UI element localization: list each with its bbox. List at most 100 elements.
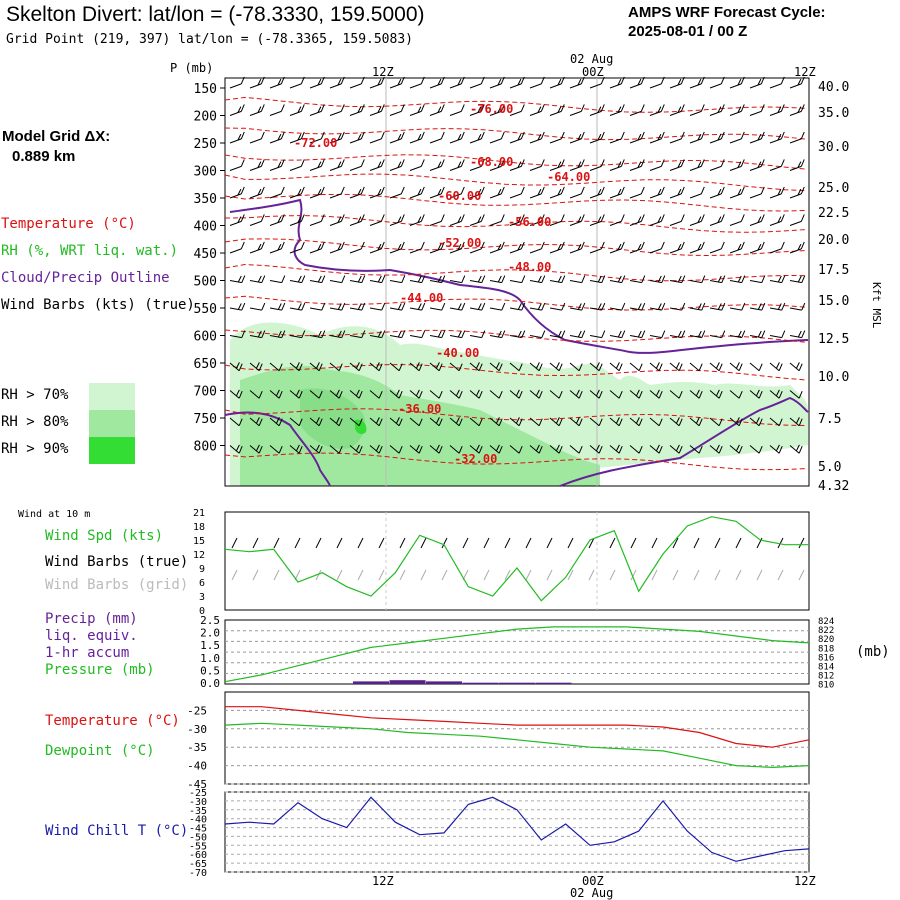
wind-barb-shaft bbox=[509, 335, 522, 339]
wind-barb-shaft bbox=[349, 335, 362, 339]
wind-barb-shaft bbox=[529, 83, 542, 89]
wind-barb-shaft bbox=[729, 417, 740, 427]
wind-barb bbox=[389, 389, 403, 399]
wind-barb-shaft bbox=[529, 138, 542, 144]
wind-barb bbox=[269, 362, 283, 372]
wind-barb-flag bbox=[595, 389, 600, 397]
wind-barb-shaft bbox=[529, 110, 542, 116]
wind-barb bbox=[269, 330, 286, 339]
wind-barb-shaft bbox=[529, 445, 540, 454]
wind-barb-shaft bbox=[389, 280, 402, 284]
wind-barb-shaft bbox=[789, 362, 800, 372]
wind-barb-shaft bbox=[529, 335, 542, 339]
height-tick-label: 25.0 bbox=[818, 181, 849, 196]
surface-barb-grid bbox=[567, 569, 574, 581]
wind-barb-flag bbox=[677, 243, 682, 251]
wind-barb bbox=[629, 159, 645, 171]
isotherm-line bbox=[224, 154, 806, 170]
wind-barb-flag bbox=[721, 275, 726, 283]
wind-barb-flag bbox=[757, 161, 762, 168]
wind-barb bbox=[249, 362, 263, 372]
wind-barb-flag bbox=[258, 446, 263, 454]
isotherm-lines bbox=[224, 96, 806, 471]
wind-barb-flag bbox=[298, 363, 303, 371]
wind-barb-shaft bbox=[769, 335, 782, 339]
height-tick-label: 15.0 bbox=[818, 294, 849, 309]
wind-barb-flag bbox=[277, 243, 282, 251]
wind-barb bbox=[229, 362, 243, 372]
wind-barb bbox=[549, 159, 565, 171]
surface-barb-grid bbox=[273, 569, 280, 581]
wind-barb-shaft bbox=[749, 220, 762, 226]
wind-barb bbox=[789, 390, 803, 399]
wind-barb-shaft bbox=[369, 390, 380, 399]
wind-barb-flag bbox=[798, 391, 803, 399]
wind-barb-flag bbox=[640, 76, 645, 85]
wind-barb-shaft bbox=[329, 280, 342, 284]
wind-barb-shaft bbox=[429, 83, 442, 89]
wind-barb-shaft bbox=[629, 193, 642, 199]
wind-barb-shaft bbox=[469, 445, 480, 454]
wind-barb-flag bbox=[537, 133, 542, 141]
wind-barb-flag bbox=[418, 363, 423, 371]
wind-barb-shaft bbox=[709, 110, 722, 116]
wind-barb-shaft bbox=[789, 248, 802, 254]
wind-barb-shaft bbox=[589, 417, 600, 427]
wind-barb-flag bbox=[517, 303, 522, 310]
wind-barb-flag bbox=[557, 243, 562, 251]
wind-barb-flag bbox=[261, 275, 266, 283]
wind-barb-shaft bbox=[489, 335, 502, 339]
wind-barb-flag bbox=[318, 363, 323, 371]
wind-barb-flag bbox=[460, 214, 465, 222]
wind-barb-shaft bbox=[589, 390, 600, 399]
wind-barb-shaft bbox=[649, 445, 660, 454]
wind-barb-flag bbox=[381, 330, 386, 338]
wind-barb-shaft bbox=[509, 220, 522, 226]
wind-barb bbox=[449, 131, 465, 144]
wind-barb-shaft bbox=[269, 110, 282, 116]
wind-barb-flag bbox=[477, 303, 482, 310]
wind-barb bbox=[629, 186, 645, 199]
wind-barb-shaft bbox=[769, 417, 780, 427]
wind-barb-flag bbox=[337, 133, 342, 141]
wind-barb-flag bbox=[258, 363, 263, 371]
wind-barb bbox=[469, 159, 485, 171]
wind-barb bbox=[269, 186, 285, 199]
wind-barb-flag bbox=[578, 391, 583, 399]
wind-barb bbox=[649, 186, 665, 199]
wind-barb-shaft bbox=[769, 307, 782, 311]
wind-barb bbox=[729, 76, 745, 89]
height-tick-label: 5.0 bbox=[818, 460, 841, 475]
wind-barb-flag bbox=[578, 418, 583, 426]
wind-barb-shaft bbox=[689, 138, 702, 144]
wind-barb-flag bbox=[417, 133, 422, 141]
wind-barb-flag bbox=[757, 78, 762, 86]
wind-barb bbox=[449, 275, 466, 284]
wind-barb-flag bbox=[738, 446, 743, 454]
wind-barb bbox=[289, 241, 305, 254]
wind-barb-flag bbox=[380, 214, 385, 222]
wind-barb-flag bbox=[520, 131, 525, 140]
wind-barb bbox=[609, 302, 626, 311]
wind-barb bbox=[429, 214, 445, 226]
wind-barb-shaft bbox=[589, 83, 602, 89]
wind-barb-flag bbox=[561, 275, 566, 283]
wind-barb bbox=[269, 302, 286, 311]
wind-barb-flag bbox=[555, 444, 560, 452]
wind-barb-flag bbox=[581, 302, 586, 311]
wind-barb-shaft bbox=[409, 110, 422, 116]
wind-barb-flag bbox=[281, 330, 286, 338]
wind-barb-shaft bbox=[749, 307, 762, 311]
wind-barb-flag bbox=[800, 214, 805, 222]
wind-barb-flag bbox=[478, 363, 483, 371]
wind-barb-flag bbox=[417, 275, 422, 283]
wind-barb-flag bbox=[597, 303, 602, 310]
surface-barb-true bbox=[441, 537, 448, 549]
wind-barb-flag bbox=[237, 133, 242, 141]
wind-barb-flag bbox=[640, 241, 645, 250]
wind-barb bbox=[289, 159, 305, 171]
wind-barb-flag bbox=[677, 330, 682, 338]
wind-barb bbox=[269, 131, 285, 144]
wind-barb-flag bbox=[397, 78, 402, 86]
wind-barb-shaft bbox=[489, 248, 502, 254]
